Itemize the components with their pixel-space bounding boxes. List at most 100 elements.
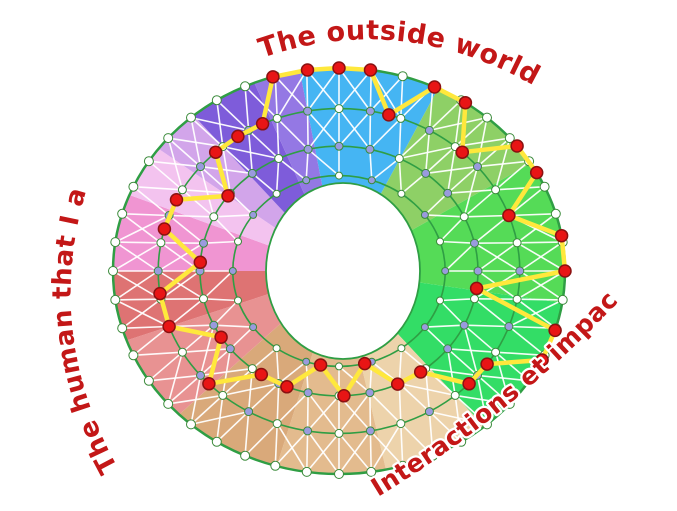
- mesh-line: [476, 137, 511, 168]
- node: [459, 212, 469, 222]
- node: [128, 350, 139, 361]
- mesh-line: [369, 430, 372, 472]
- node: [240, 450, 251, 461]
- node: [303, 144, 313, 154]
- mesh-line: [216, 99, 250, 131]
- mesh-line: [425, 367, 478, 377]
- journey-node: [357, 356, 372, 371]
- mesh-line: [369, 392, 402, 425]
- node: [394, 154, 404, 163]
- mesh-line: [213, 299, 239, 326]
- mesh-line: [424, 192, 449, 216]
- node: [177, 347, 187, 357]
- mesh-line: [203, 298, 239, 302]
- mesh-line: [517, 298, 563, 301]
- journey-node: [535, 353, 549, 367]
- node: [365, 106, 375, 116]
- node: [240, 81, 251, 92]
- mesh-line: [181, 324, 215, 353]
- mesh-line: [424, 130, 431, 174]
- mesh-line: [122, 325, 170, 329]
- node: [473, 162, 482, 172]
- node: [482, 419, 492, 430]
- node: [396, 419, 406, 429]
- mesh-line: [190, 375, 202, 425]
- mesh-line: [338, 67, 372, 112]
- mesh-line: [222, 348, 232, 396]
- node: [443, 344, 453, 354]
- node: [443, 188, 453, 198]
- mesh-line: [132, 186, 170, 217]
- label-human-that-i-am: The human that I am: [0, 0, 124, 479]
- journey-node: [382, 108, 396, 122]
- mesh-line: [190, 116, 249, 132]
- journey-node: [529, 165, 544, 180]
- journey-node: [502, 208, 516, 223]
- mesh-line: [216, 395, 224, 442]
- node: [272, 344, 281, 353]
- mesh-line: [244, 423, 278, 457]
- mesh-line: [213, 216, 239, 243]
- node: [199, 238, 208, 248]
- mesh-line: [275, 348, 280, 384]
- node: [199, 294, 208, 304]
- mesh-line: [213, 324, 254, 328]
- node: [228, 267, 237, 275]
- mesh-line: [305, 361, 309, 393]
- mesh-line: [508, 325, 546, 356]
- journey-node: [462, 377, 476, 391]
- mesh-line: [274, 76, 278, 119]
- node: [247, 364, 257, 374]
- mesh-line: [439, 299, 465, 326]
- mesh-line: [463, 324, 497, 353]
- mesh-line: [454, 394, 488, 425]
- mesh-line: [167, 374, 202, 405]
- mesh: [112, 67, 566, 475]
- node: [272, 419, 282, 429]
- node: [504, 398, 515, 409]
- node: [512, 238, 522, 248]
- node: [110, 237, 121, 248]
- journey-node: [162, 319, 176, 334]
- mesh-line: [400, 423, 434, 457]
- mesh-line: [114, 214, 170, 243]
- node: [303, 388, 313, 398]
- node: [270, 460, 281, 471]
- node: [365, 426, 375, 436]
- journey-node: [214, 330, 228, 344]
- journey-node: [455, 145, 470, 159]
- mesh-line: [338, 432, 372, 473]
- node: [196, 162, 205, 172]
- label-human-that-i-am-text: The human that I am: [0, 0, 126, 481]
- mesh-line: [306, 392, 309, 431]
- journey-node: [413, 365, 428, 379]
- node: [504, 322, 514, 331]
- sector: [276, 271, 386, 474]
- mesh-line: [495, 185, 545, 191]
- mesh-line: [229, 326, 254, 350]
- node: [365, 388, 375, 398]
- mesh-line: [495, 351, 530, 382]
- mesh-line: [202, 270, 234, 300]
- mesh-line: [398, 382, 430, 413]
- mesh-line: [369, 117, 402, 150]
- mesh-line: [463, 166, 479, 218]
- node: [196, 370, 205, 380]
- node: [108, 266, 118, 276]
- node: [234, 237, 242, 246]
- node: [424, 407, 434, 417]
- node: [211, 436, 222, 447]
- node: [397, 460, 408, 471]
- mesh-line: [428, 86, 434, 131]
- mesh-line: [148, 160, 201, 168]
- node: [396, 113, 406, 123]
- mesh-line: [455, 394, 510, 405]
- mesh-line: [444, 242, 476, 272]
- mesh-line: [400, 76, 404, 119]
- node: [244, 407, 254, 417]
- node: [366, 466, 377, 477]
- mesh-line: [424, 326, 449, 350]
- node: [335, 171, 343, 180]
- mesh-line: [112, 242, 162, 272]
